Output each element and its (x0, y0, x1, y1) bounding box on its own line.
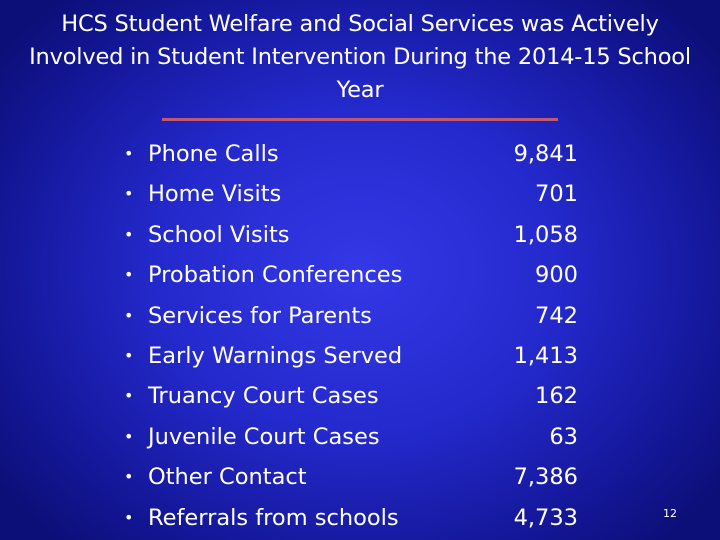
item-value: 9,841 (513, 141, 578, 167)
item-label: Other Contact (148, 464, 307, 491)
item-value: 701 (535, 181, 578, 208)
bullet-icon: • (124, 265, 134, 285)
slide-title: HCS Student Welfare and Social Services … (29, 11, 691, 103)
list-item: • School Visits 1,058 (0, 215, 720, 255)
bullet-icon: • (124, 386, 134, 406)
item-value: 742 (535, 302, 578, 329)
item-value: 1,413 (513, 342, 578, 369)
bullet-icon: • (124, 184, 134, 204)
item-label: School Visits (148, 221, 290, 248)
item-label: Truancy Court Cases (148, 383, 379, 410)
title-divider (162, 118, 558, 121)
item-label: Referrals from schools (148, 504, 399, 531)
bullet-icon: • (124, 507, 134, 527)
item-label: Early Warnings Served (148, 342, 403, 369)
item-value: 162 (535, 383, 578, 410)
bullet-icon: • (124, 467, 134, 487)
item-label: Phone Calls (148, 141, 279, 167)
item-label: Probation Conferences (148, 262, 403, 289)
list-item: • Referrals from schools 4,733 (0, 498, 720, 538)
item-label: Juvenile Court Cases (148, 423, 380, 450)
list-item: • Early Warnings Served 1,413 (0, 336, 720, 376)
bullet-icon: • (124, 305, 134, 325)
bullet-icon: • (124, 224, 134, 244)
page-number: 12 (663, 507, 677, 520)
list-item: • Other Contact 7,386 (0, 457, 720, 497)
list-item: • Phone Calls 9,841 (0, 134, 720, 174)
list-item: • Truancy Court Cases 162 (0, 376, 720, 416)
list-item: • Services for Parents 742 (0, 296, 720, 336)
item-value: 1,058 (513, 221, 578, 248)
list-item: • Probation Conferences 900 (0, 255, 720, 295)
list-item: • Juvenile Court Cases 63 (0, 417, 720, 457)
item-value: 900 (535, 262, 578, 289)
list-item: • Home Visits 701 (0, 174, 720, 214)
item-value: 63 (549, 423, 578, 450)
intervention-list: • Phone Calls 9,841 • Home Visits 701 • … (0, 134, 720, 538)
item-label: Home Visits (148, 181, 282, 208)
item-value: 4,733 (513, 504, 578, 531)
item-value: 7,386 (513, 464, 578, 491)
bullet-icon: • (124, 426, 134, 446)
bullet-icon: • (124, 144, 134, 163)
item-label: Services for Parents (148, 302, 372, 329)
bullet-icon: • (124, 345, 134, 365)
